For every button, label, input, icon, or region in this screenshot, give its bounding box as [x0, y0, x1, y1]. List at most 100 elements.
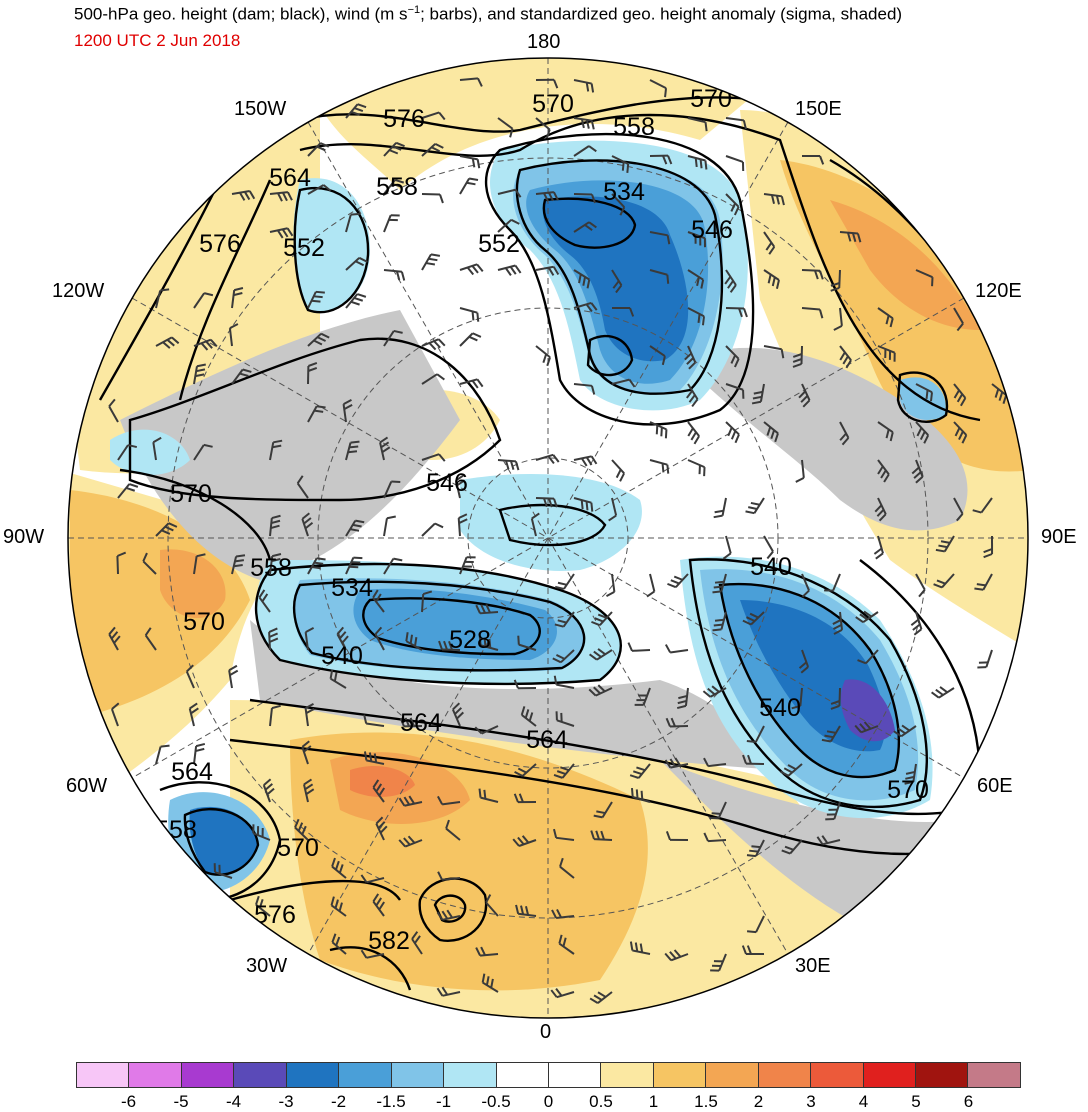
lon-label-150e: 150E	[795, 98, 842, 120]
colorbar-box	[706, 1063, 759, 1087]
contour-labels: 570 576 570 558 558 564 534 546 552 552 576 546 570 5…	[155, 85, 929, 955]
wind-barb	[268, 627, 279, 651]
wind-barb	[331, 933, 347, 955]
wind-barb	[421, 111, 446, 121]
contour-558-newfoundland	[183, 807, 260, 876]
wind-barb	[116, 551, 127, 575]
contour-label: 546	[426, 469, 468, 497]
wind-barb	[763, 269, 780, 289]
wind-barb	[725, 421, 740, 444]
lon-label-150w: 150W	[234, 98, 287, 120]
contour-label: 558	[155, 816, 197, 844]
wind-barb	[475, 946, 499, 957]
wind-barb	[763, 421, 779, 443]
wind-barb	[228, 323, 239, 347]
wind-barb	[329, 669, 347, 689]
contour-label: 558	[613, 113, 655, 141]
contour-label: 570	[183, 608, 225, 636]
wind-barb	[117, 483, 139, 499]
wind-barb	[824, 573, 841, 592]
wind-barb	[665, 831, 689, 841]
wind-barb	[330, 896, 347, 917]
wind-barb	[535, 345, 551, 367]
wind-barb	[363, 751, 385, 765]
colorbar-tick-label: -6	[120, 1092, 137, 1111]
negative-anomaly-hudson-core	[353, 588, 557, 660]
colorbar-box	[548, 1063, 602, 1087]
wind-barb	[573, 145, 597, 157]
wind-barb	[398, 795, 423, 807]
graticule	[68, 58, 1028, 1018]
contour-564-west	[178, 179, 272, 401]
colorbar-tick-label: 3	[806, 1092, 816, 1111]
contour-label: 582	[368, 927, 410, 955]
wind-barb	[231, 189, 256, 201]
wind-barb	[710, 953, 727, 972]
colorbar-tick-label: 0.5	[589, 1092, 613, 1111]
wind-barb	[372, 893, 385, 917]
wind-barb	[684, 345, 697, 370]
wind-barb	[630, 787, 651, 803]
negative-anomaly-newfoundland-core	[189, 806, 258, 875]
wind-barb	[331, 857, 347, 879]
wind-barb	[457, 513, 468, 537]
wind-barb	[915, 383, 933, 402]
wind-barb	[193, 742, 206, 765]
wind-barb	[611, 155, 630, 173]
wind-barb	[445, 819, 461, 841]
wind-barb	[830, 687, 841, 710]
wind-barb	[724, 269, 737, 293]
wind-barb	[687, 269, 705, 289]
wind-barb	[383, 269, 406, 281]
wind-barb	[915, 269, 934, 287]
lon-label-60e: 60E	[977, 775, 1013, 797]
colorbar-box	[234, 1063, 287, 1087]
wind-barb	[296, 475, 309, 499]
contour-label: 534	[331, 574, 373, 602]
wind-barb	[459, 378, 484, 389]
colorbar-tick-label: -0.5	[481, 1092, 511, 1111]
contour-534-polar	[293, 580, 586, 672]
colorbar-tick-label: 1	[648, 1092, 659, 1111]
negative-anomaly-alaska	[293, 178, 370, 312]
wind-barb	[801, 307, 824, 319]
lon-label-120w: 120W	[52, 280, 105, 302]
colorbar-tick-label: -1	[435, 1092, 452, 1111]
wind-barb	[608, 497, 618, 522]
colorbar-box	[496, 1063, 549, 1087]
land-gray-greenland	[250, 620, 780, 770]
wind-barb	[801, 269, 824, 280]
wind-barb	[193, 443, 213, 461]
wind-barb	[345, 212, 360, 233]
wind-barb	[573, 221, 597, 233]
wind-barb	[213, 863, 233, 879]
contour-576-north	[299, 96, 761, 133]
wind-barb	[591, 611, 613, 627]
wind-barb	[304, 627, 315, 651]
wind-barb	[438, 640, 461, 651]
wind-barb	[745, 497, 765, 515]
colorbar-tick-label: 2	[753, 1092, 764, 1111]
wind-barb	[839, 345, 852, 369]
land-gray-siberia	[680, 347, 968, 531]
contour-label: 558	[376, 173, 418, 201]
contour-534-bering-south	[586, 334, 634, 377]
wind-barb	[269, 704, 281, 727]
contour-label: 570	[532, 90, 574, 118]
colorbar-box	[863, 1063, 916, 1087]
wind-barb	[877, 459, 890, 483]
wind-barb	[839, 421, 850, 446]
positive-anomaly-us-core	[160, 549, 226, 619]
wind-barb	[830, 269, 841, 292]
wind-barb	[664, 644, 689, 654]
land-gray-canada	[120, 310, 460, 580]
wind-barb	[589, 991, 613, 1004]
wind-barb	[742, 754, 765, 765]
wind-barb	[821, 725, 841, 743]
wind-barb	[459, 556, 476, 575]
wind-barb	[301, 740, 312, 765]
wind-barb	[421, 522, 444, 537]
colorbar-box	[286, 1063, 340, 1087]
wind-barb	[573, 383, 596, 395]
lon-label-90e: 90E	[1041, 526, 1077, 548]
